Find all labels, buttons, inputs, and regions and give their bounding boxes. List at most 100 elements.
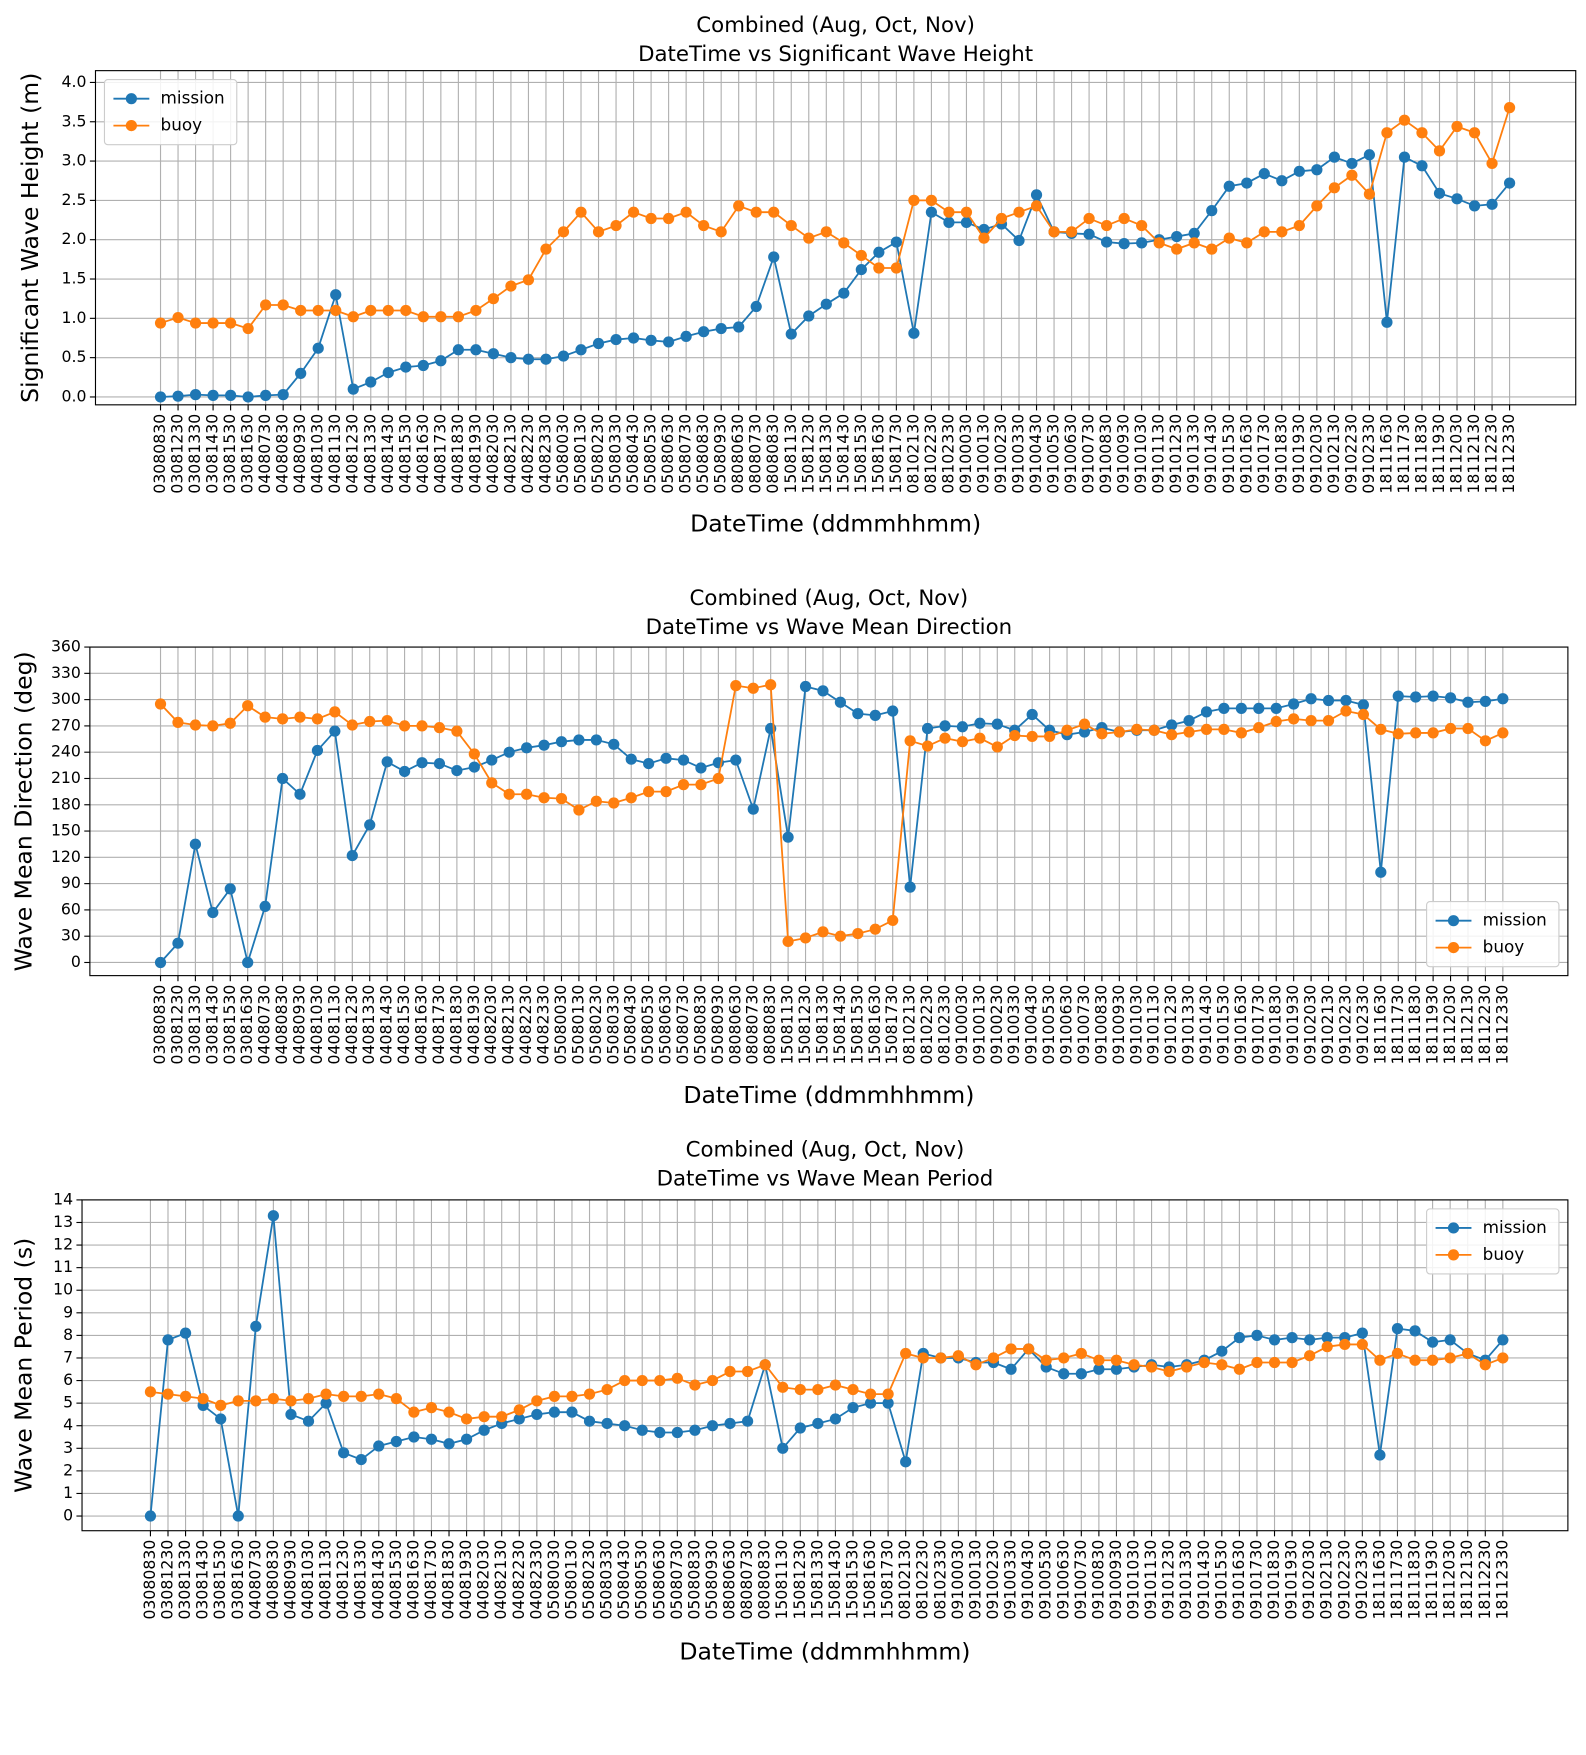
data-point: [1427, 727, 1439, 739]
x-tick-label: 04082030: [481, 985, 500, 1065]
data-point: [1118, 238, 1130, 250]
x-tick-label: 05080430: [623, 414, 642, 494]
legend-label: mission: [1483, 1217, 1547, 1237]
data-point: [939, 720, 951, 732]
x-tick-label: 04082230: [516, 985, 535, 1065]
x-tick-label: 05080730: [667, 1540, 686, 1620]
x-tick-label: 05080030: [551, 985, 570, 1065]
x-tick-label: 08102230: [913, 1540, 932, 1620]
x-tick-label: 04082130: [500, 414, 519, 494]
data-point: [1409, 1325, 1421, 1337]
data-point: [555, 793, 568, 805]
data-point: [329, 706, 341, 718]
x-tick-label: 09102030: [1301, 985, 1320, 1065]
data-point: [1113, 726, 1125, 738]
data-point: [864, 1397, 877, 1409]
data-point: [1093, 1363, 1105, 1375]
data-point: [847, 1383, 859, 1396]
y-tick-label: 2: [63, 1460, 73, 1479]
x-tick-label: 05080030: [544, 1540, 563, 1620]
chart-subtitle: DateTime vs Wave Mean Direction: [646, 615, 1013, 640]
x-tick-label: 08102330: [935, 985, 954, 1065]
x-tick-label: 09101330: [1179, 985, 1198, 1065]
x-tick-label: 08080730: [743, 985, 762, 1065]
data-point: [1075, 1368, 1087, 1380]
data-point: [873, 262, 885, 274]
data-point: [1381, 127, 1393, 139]
data-point: [452, 344, 464, 356]
data-point: [715, 226, 727, 238]
data-point: [496, 1411, 508, 1423]
data-point: [312, 304, 324, 317]
data-point: [451, 725, 463, 737]
x-tick-label: 05080730: [673, 985, 692, 1065]
x-tick-label: 18112030: [1440, 985, 1459, 1065]
x-tick-label: 18112030: [1440, 1540, 1459, 1620]
data-point: [1340, 694, 1352, 707]
x-tick-label: 09100330: [1001, 1540, 1020, 1620]
y-tick-label: 300: [51, 689, 81, 708]
data-point: [207, 317, 219, 329]
data-point: [643, 786, 655, 798]
data-point: [1058, 1352, 1070, 1364]
data-point: [382, 304, 394, 317]
x-tick-label: 09101130: [1141, 1540, 1160, 1620]
data-point: [277, 299, 289, 311]
y-tick-label: 210: [51, 768, 81, 787]
data-point: [1110, 1354, 1123, 1366]
data-point: [1013, 234, 1025, 247]
data-point: [1013, 206, 1025, 218]
data-point: [1293, 165, 1305, 177]
x-tick-label: 04081230: [333, 1540, 352, 1620]
x-tick-label: 04080930: [290, 414, 309, 494]
data-point: [443, 1406, 455, 1418]
data-point: [513, 1404, 525, 1416]
data-point: [838, 237, 850, 249]
data-point: [689, 1379, 701, 1391]
x-tick-label: 05080330: [597, 1540, 616, 1620]
data-point: [625, 753, 637, 765]
data-point: [215, 1413, 227, 1425]
data-point: [1183, 715, 1195, 727]
x-tick-label: 18112230: [1475, 1540, 1494, 1620]
x-tick-label: 04081130: [324, 985, 343, 1065]
data-point: [232, 1395, 244, 1407]
y-tick-label: 8: [63, 1325, 73, 1344]
data-point: [1479, 695, 1492, 707]
data-point: [435, 355, 447, 367]
data-point: [555, 736, 568, 748]
data-point: [706, 1374, 719, 1387]
x-tick-label: 05080930: [711, 414, 730, 494]
data-point: [1268, 1356, 1281, 1369]
data-point: [1311, 200, 1323, 212]
data-point: [864, 1388, 877, 1400]
data-point: [468, 761, 480, 773]
data-point: [812, 1417, 824, 1430]
data-point: [573, 804, 585, 816]
data-point: [1503, 101, 1516, 114]
data-point: [417, 359, 429, 372]
data-point: [590, 734, 602, 746]
legend-box: [103, 79, 238, 146]
data-point: [267, 1210, 279, 1222]
x-tick-label: 09100230: [987, 985, 1006, 1065]
y-tick-label: 11: [53, 1257, 73, 1276]
x-tick-label: 09100730: [1071, 1540, 1090, 1620]
x-tick-label: 04081630: [412, 985, 431, 1065]
data-point: [1118, 212, 1130, 225]
y-tick-label: 5: [63, 1393, 73, 1412]
x-tick-label: 18112330: [1492, 985, 1511, 1065]
data-point: [917, 1352, 929, 1364]
data-point: [759, 1359, 771, 1371]
data-point: [225, 389, 237, 401]
data-point: [232, 1510, 244, 1522]
x-tick-label: 15081430: [830, 985, 849, 1065]
data-point: [276, 713, 289, 725]
series-line: [159, 683, 1504, 943]
data-point: [513, 1413, 525, 1425]
data-point: [747, 803, 759, 815]
data-point: [1497, 727, 1509, 739]
data-point: [311, 744, 324, 757]
data-point: [294, 788, 306, 800]
data-point: [425, 1402, 438, 1414]
